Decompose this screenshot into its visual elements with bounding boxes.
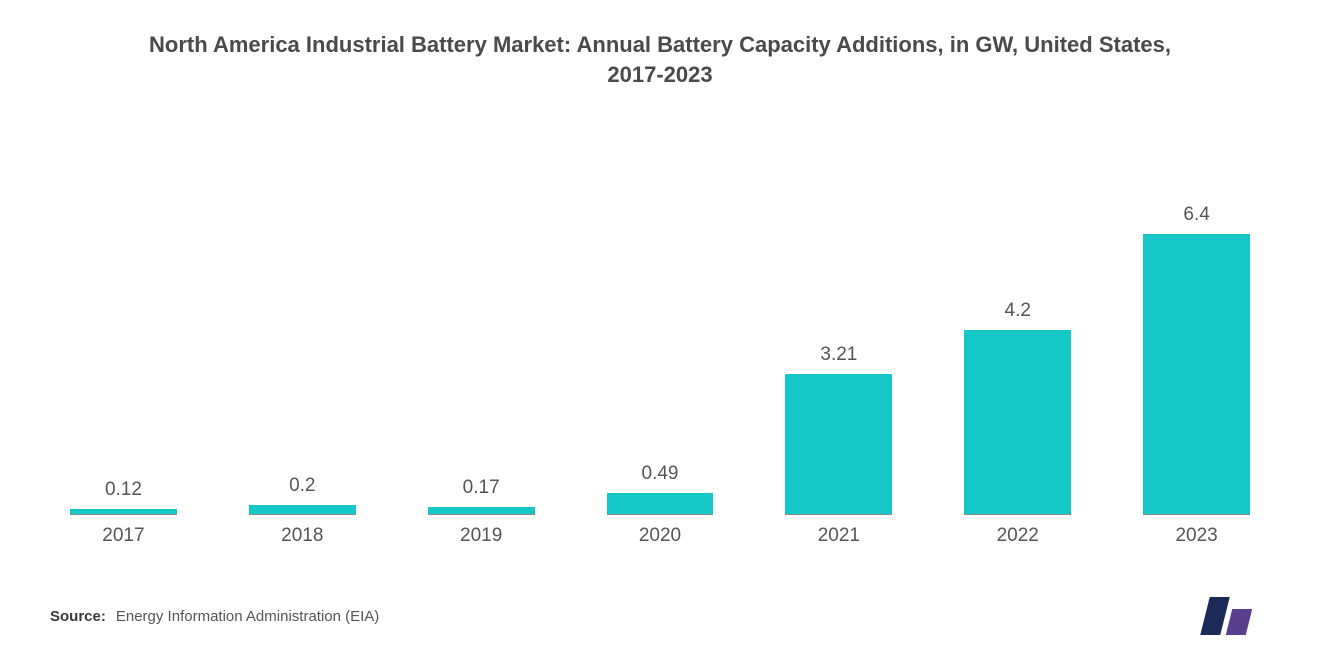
logo-bar-1 xyxy=(1200,597,1229,635)
bar-category-label: 2020 xyxy=(639,525,681,547)
bar xyxy=(1143,234,1250,514)
bar-baseline xyxy=(964,514,1071,515)
bar-value-label: 0.49 xyxy=(642,463,679,485)
bar-group: 0.49 2020 xyxy=(607,463,714,547)
source-citation: Source: Energy Information Administratio… xyxy=(50,608,379,625)
bar-category-label: 2018 xyxy=(281,525,323,547)
source-prefix: Source: xyxy=(50,608,106,625)
bar-value-label: 0.17 xyxy=(463,477,500,499)
bar-value-label: 0.12 xyxy=(105,479,142,501)
bar-category-label: 2017 xyxy=(102,525,144,547)
bar xyxy=(785,374,892,514)
source-text: Energy Information Administration (EIA) xyxy=(116,608,379,625)
bar xyxy=(428,507,535,514)
bar-baseline xyxy=(249,514,356,515)
bar xyxy=(607,493,714,514)
chart-container: North America Industrial Battery Market:… xyxy=(0,0,1320,665)
bar-baseline xyxy=(607,514,714,515)
bar-value-label: 4.2 xyxy=(1005,300,1031,322)
bar xyxy=(249,505,356,514)
brand-logo xyxy=(1205,597,1260,635)
bar-group: 0.2 2018 xyxy=(249,475,356,547)
bar-baseline xyxy=(785,514,892,515)
bar-value-label: 0.2 xyxy=(289,475,315,497)
logo-bar-2 xyxy=(1226,609,1252,635)
bar-baseline xyxy=(1143,514,1250,515)
bar-baseline xyxy=(428,514,535,515)
bar-category-label: 2021 xyxy=(818,525,860,547)
bar-baseline xyxy=(70,514,177,515)
chart-title: North America Industrial Battery Market:… xyxy=(120,30,1200,89)
bar-value-label: 6.4 xyxy=(1183,204,1209,226)
footer-row: Source: Energy Information Administratio… xyxy=(50,597,1270,635)
bar-group: 6.4 2023 xyxy=(1143,204,1250,547)
bar xyxy=(964,330,1071,514)
bar-category-label: 2023 xyxy=(1175,525,1217,547)
bar-value-label: 3.21 xyxy=(820,344,857,366)
bar-group: 3.21 2021 xyxy=(785,344,892,547)
bar-group: 4.2 2022 xyxy=(964,300,1071,547)
bar-group: 0.12 2017 xyxy=(70,479,177,547)
bar-category-label: 2022 xyxy=(997,525,1039,547)
bar-group: 0.17 2019 xyxy=(428,477,535,547)
bar-category-label: 2019 xyxy=(460,525,502,547)
chart-plot-area: 0.12 2017 0.2 2018 0.17 2019 0.49 2020 3.21 2021 4… xyxy=(50,109,1270,557)
